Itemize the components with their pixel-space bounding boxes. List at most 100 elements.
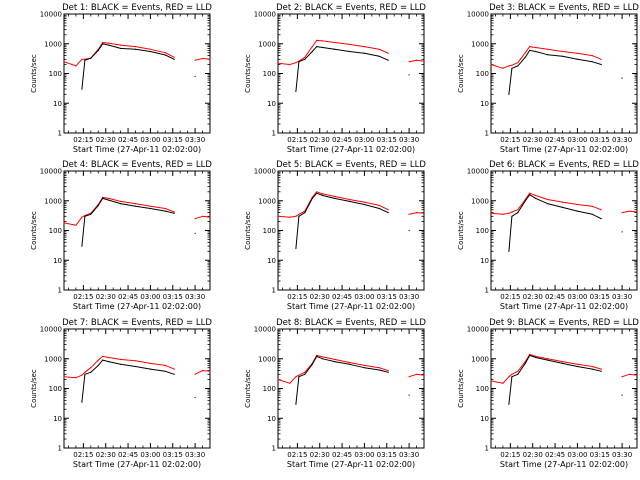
y-tick-label: 10000 bbox=[40, 168, 62, 176]
plot-frame bbox=[63, 13, 211, 134]
events-data-point bbox=[173, 373, 175, 375]
x-tick-label: 02:30 bbox=[310, 451, 330, 459]
lld-data-point bbox=[298, 213, 300, 215]
x-tick-label: 02:15 bbox=[500, 293, 520, 301]
x-tick-label: 02:15 bbox=[287, 293, 307, 301]
y-tick-label: 10000 bbox=[254, 11, 276, 19]
y-tick-label: 1000 bbox=[44, 355, 62, 363]
y-tick-label: 10 bbox=[53, 257, 62, 265]
x-tick-label: 03:15 bbox=[163, 293, 183, 301]
y-tick-label: 1000 bbox=[44, 40, 62, 48]
lld-data-point bbox=[387, 370, 389, 372]
lld-data-point bbox=[75, 224, 77, 226]
lld-data-point bbox=[524, 361, 526, 363]
events-data-point bbox=[102, 43, 104, 45]
y-tick-label: 1 bbox=[272, 287, 276, 295]
events-data-point bbox=[316, 192, 318, 194]
y-tick-label: 100 bbox=[263, 70, 276, 78]
x-tick-label: 03:15 bbox=[590, 451, 610, 459]
lld-data-point bbox=[277, 378, 279, 381]
lld-data-point bbox=[194, 373, 196, 375]
events-data-point bbox=[348, 363, 351, 365]
lld-data-point bbox=[134, 203, 137, 205]
x-tick-label: 02:45 bbox=[545, 293, 565, 301]
lld-data-point bbox=[202, 57, 204, 60]
events-series-line bbox=[296, 47, 409, 92]
y-tick-label: 10 bbox=[480, 257, 489, 265]
lld-data-point bbox=[561, 50, 564, 53]
lld-data-point bbox=[600, 209, 602, 211]
plot-frame bbox=[490, 170, 638, 291]
lld-data-point bbox=[202, 370, 204, 372]
events-data-point bbox=[316, 355, 318, 357]
events-data-point bbox=[97, 49, 99, 52]
events-data-point bbox=[102, 359, 104, 361]
lld-data-point bbox=[508, 65, 510, 67]
x-tick-label: 02:45 bbox=[332, 293, 352, 301]
y-tick-label: 100 bbox=[263, 385, 276, 393]
x-axis-label: Start Time (27-Apr-11 02:02:00) bbox=[287, 145, 415, 154]
events-data-point bbox=[511, 215, 513, 217]
lld-data-point bbox=[209, 216, 211, 218]
events-data-point bbox=[621, 394, 623, 396]
y-tick-label: 1 bbox=[58, 130, 62, 138]
lld-data-point bbox=[490, 212, 492, 214]
lld-data-point bbox=[316, 191, 318, 193]
lld-data-point bbox=[502, 67, 504, 69]
lld-data-point bbox=[408, 61, 410, 63]
events-data-point bbox=[535, 50, 537, 53]
lld-data-point bbox=[348, 361, 351, 364]
lld-data-point bbox=[316, 39, 318, 42]
events-data-point bbox=[529, 354, 531, 356]
x-axis-label: Start Time (27-Apr-11 02:02:00) bbox=[287, 302, 415, 311]
lld-data-point bbox=[277, 62, 279, 64]
events-data-point bbox=[517, 212, 519, 214]
events-data-point bbox=[322, 46, 324, 49]
lld-data-point bbox=[322, 356, 324, 358]
y-tick-label: 1000 bbox=[471, 197, 489, 205]
y-tick-label: 10000 bbox=[254, 168, 276, 176]
events-data-point bbox=[149, 50, 151, 53]
lld-data-point bbox=[511, 64, 513, 66]
events-data-point bbox=[295, 403, 297, 405]
lld-data-point bbox=[378, 204, 380, 206]
lld-data-point bbox=[209, 370, 211, 372]
events-data-point bbox=[576, 58, 579, 60]
y-axis-label: Counts/sec bbox=[30, 54, 38, 93]
x-tick-label: 02:45 bbox=[118, 293, 138, 301]
events-data-point bbox=[600, 218, 602, 220]
lld-data-point bbox=[63, 61, 65, 63]
panel-title: Det 6: BLACK = Events, RED = LLD bbox=[489, 160, 639, 170]
lld-data-point bbox=[295, 376, 297, 378]
events-data-point bbox=[97, 364, 99, 366]
events-data-point bbox=[508, 93, 510, 95]
events-data-point bbox=[173, 212, 175, 214]
lld-data-point bbox=[209, 58, 211, 60]
events-data-point bbox=[311, 363, 313, 365]
lld-data-point bbox=[387, 209, 389, 211]
x-tick-label: 02:30 bbox=[523, 136, 543, 144]
lld-data-point bbox=[348, 43, 351, 46]
lld-data-point bbox=[134, 360, 137, 362]
x-tick-label: 03:00 bbox=[354, 451, 374, 459]
y-axis-label: Counts/sec bbox=[244, 54, 252, 93]
events-data-point bbox=[304, 58, 306, 60]
x-axis-label: Start Time (27-Apr-11 02:02:00) bbox=[73, 145, 201, 154]
lld-data-point bbox=[81, 216, 83, 218]
events-data-point bbox=[547, 359, 549, 361]
lld-data-point bbox=[561, 201, 564, 203]
events-data-point bbox=[134, 365, 137, 368]
lld-data-point bbox=[322, 193, 324, 195]
lld-data-point bbox=[576, 363, 579, 365]
x-tick-label: 02:45 bbox=[118, 136, 138, 144]
events-series-line bbox=[82, 360, 195, 402]
lld-data-point bbox=[363, 201, 365, 203]
events-data-point bbox=[298, 61, 300, 63]
plot-frame bbox=[277, 13, 425, 134]
events-data-point bbox=[561, 206, 564, 208]
x-tick-label: 03:30 bbox=[612, 293, 632, 301]
lld-data-point bbox=[535, 355, 537, 357]
y-axis-label: Counts/sec bbox=[30, 211, 38, 250]
x-tick-label: 03:15 bbox=[590, 293, 610, 301]
